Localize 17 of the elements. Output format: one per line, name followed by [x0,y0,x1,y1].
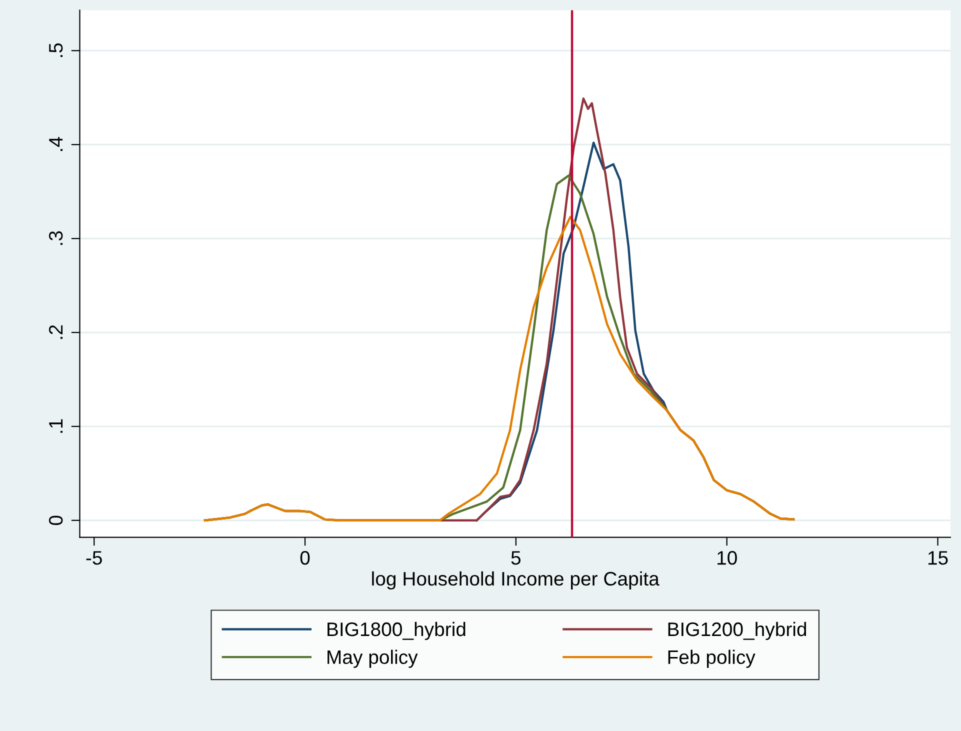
x-tick-label: 10 [718,550,737,565]
x-tick-label: 15 [928,551,948,565]
legend-label: BIG1800_hybrid [328,622,466,640]
y-tick-label: .3 [48,231,63,245]
legend-label: May policy [328,650,418,668]
y-tick-label: .5 [49,43,63,57]
y-tick-label: 0 [48,516,63,526]
legend-label: BIG1200_hybrid [668,622,806,640]
y-tick-label: .4 [49,137,63,151]
y-tick-label: .2 [48,325,63,339]
line-series [476,142,668,522]
x-axis-title: log Household Income per Capita [372,571,660,590]
x-tick-label: -5 [86,551,102,565]
x-tick-label: 5 [511,551,521,565]
y-tick-label: .1 [49,419,63,433]
x-tick-label: 0 [300,550,310,565]
legend-label: Feb policy [668,650,756,668]
